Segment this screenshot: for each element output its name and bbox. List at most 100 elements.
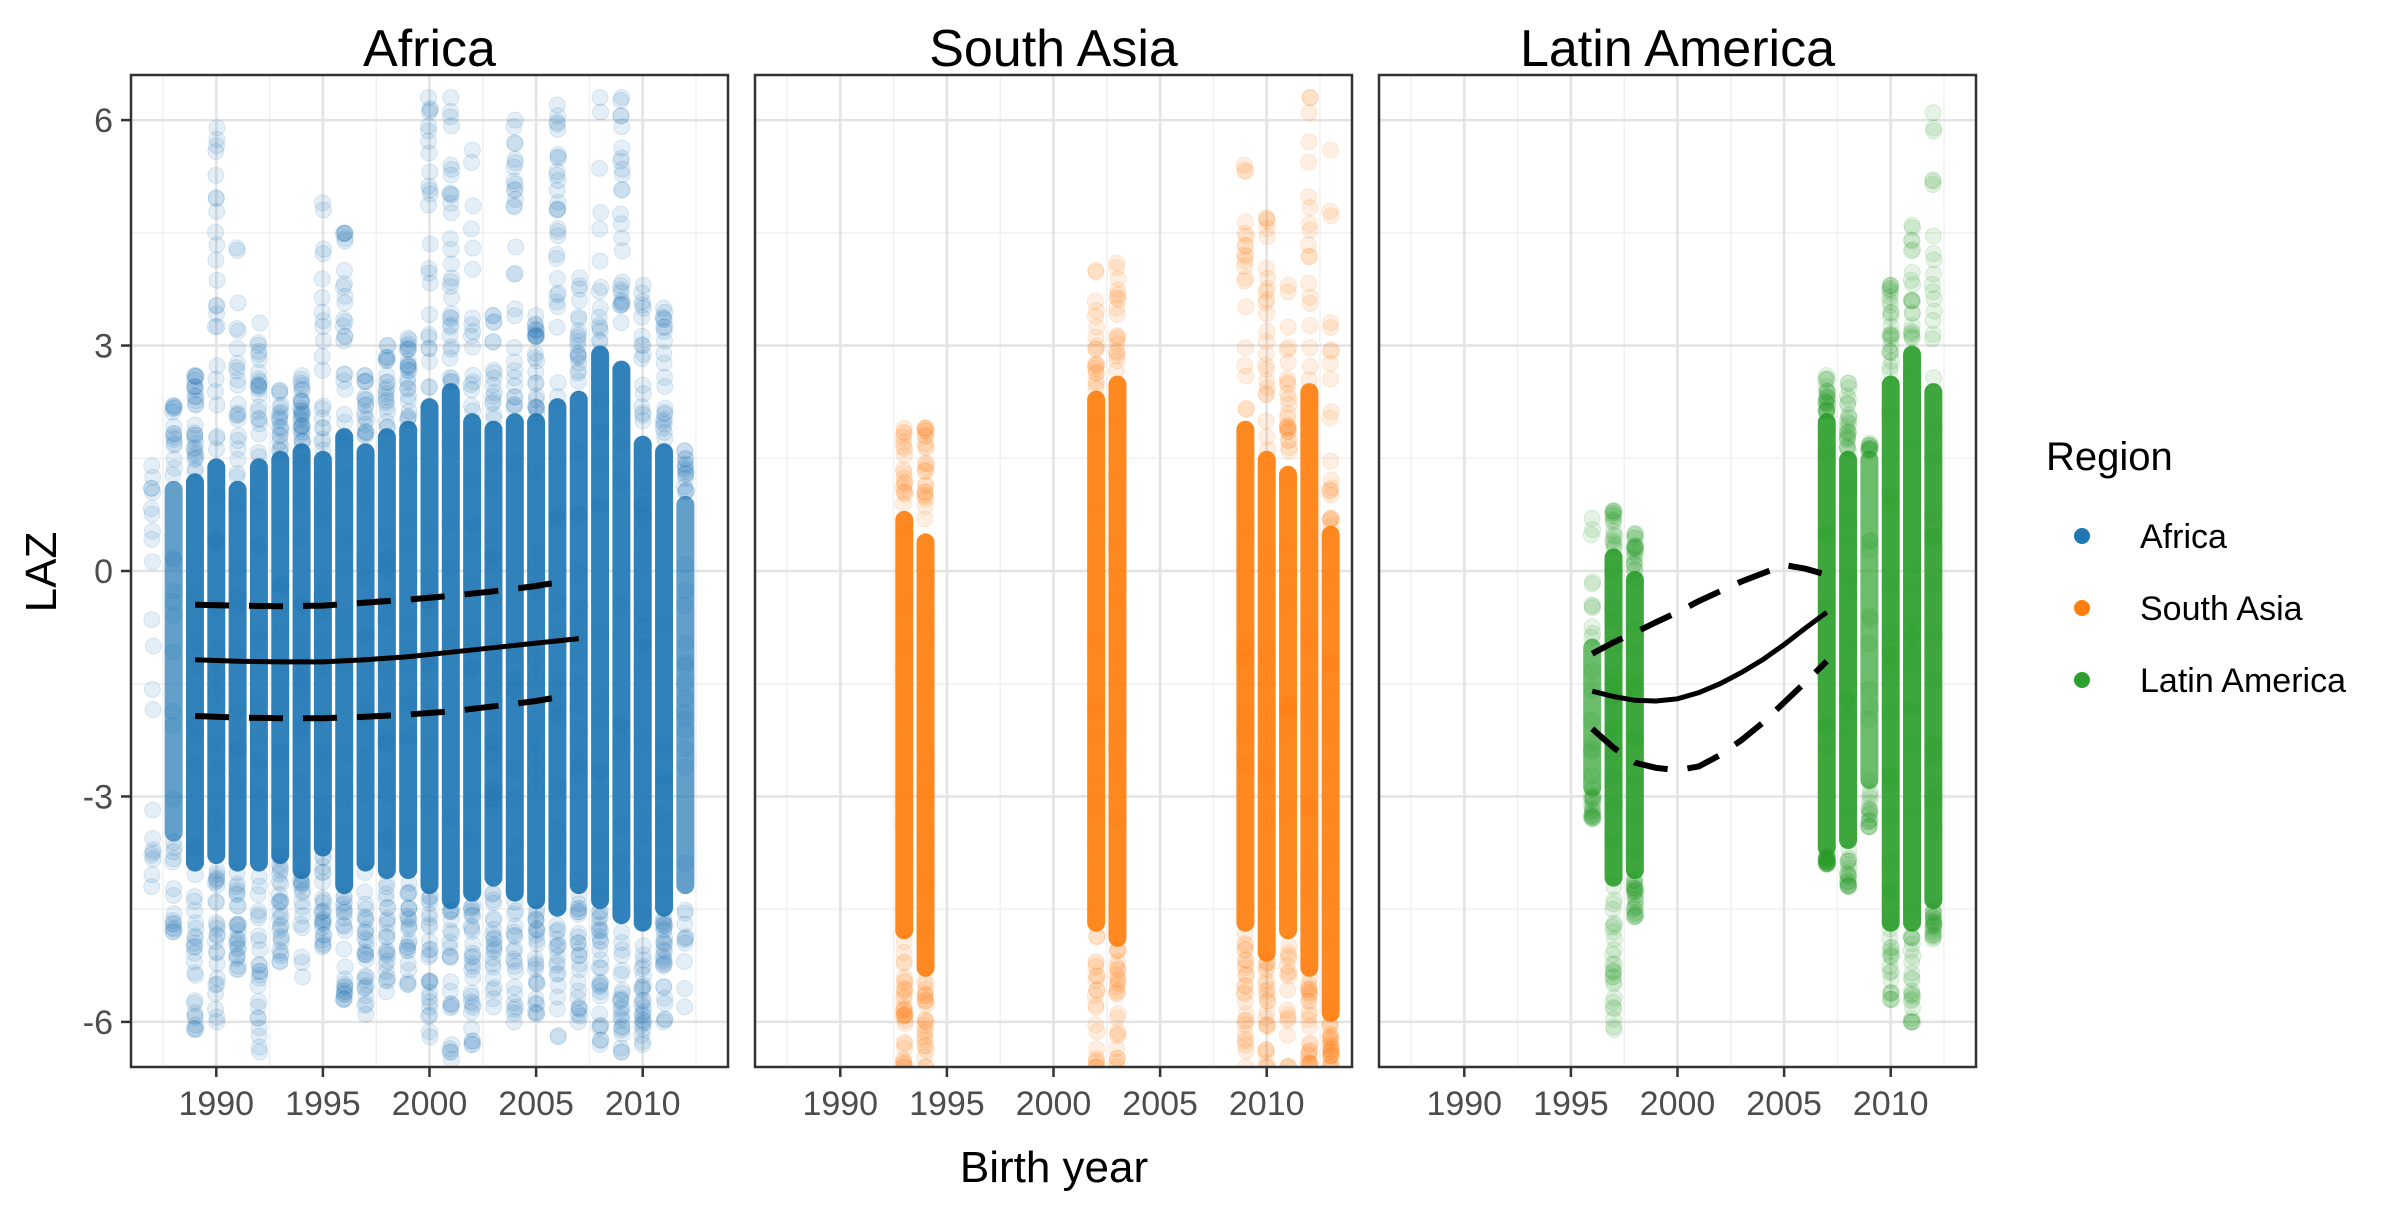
data-point xyxy=(1108,352,1126,370)
data-point xyxy=(314,467,332,485)
point-column-2013 xyxy=(1321,141,1341,1067)
data-point xyxy=(676,721,694,739)
data-point xyxy=(1605,1020,1623,1038)
data-point xyxy=(548,953,566,971)
point-cluster xyxy=(527,413,546,910)
data-point xyxy=(654,957,672,975)
data-point xyxy=(1086,837,1104,855)
data-point xyxy=(187,966,205,984)
data-point xyxy=(634,635,652,653)
data-point xyxy=(917,490,935,508)
data-point xyxy=(1838,688,1856,706)
data-point xyxy=(293,380,311,398)
x-tick-label: 2000 xyxy=(1016,1085,1092,1123)
data-point xyxy=(357,852,375,870)
data-point xyxy=(655,913,673,931)
data-point xyxy=(612,473,630,491)
data-point xyxy=(442,204,460,222)
data-point xyxy=(186,964,204,982)
data-point xyxy=(378,768,396,786)
data-point xyxy=(528,327,546,345)
data-point xyxy=(1819,852,1837,870)
data-point xyxy=(293,433,311,451)
data-point xyxy=(612,149,630,167)
data-point xyxy=(506,134,524,152)
data-point xyxy=(464,537,482,555)
data-point xyxy=(186,424,204,442)
data-point xyxy=(528,995,546,1013)
data-point xyxy=(1840,408,1858,426)
data-point xyxy=(293,874,311,892)
data-point xyxy=(1817,370,1835,388)
data-point xyxy=(548,507,566,525)
data-point xyxy=(378,349,396,367)
data-point xyxy=(1925,369,1943,387)
data-point xyxy=(378,874,396,892)
data-point xyxy=(314,796,332,814)
data-point xyxy=(1861,610,1879,628)
data-point xyxy=(251,877,269,895)
data-point xyxy=(1108,753,1126,771)
data-point xyxy=(270,441,288,459)
data-point xyxy=(633,350,651,368)
data-point xyxy=(505,197,523,215)
data-point xyxy=(335,990,353,1008)
data-point xyxy=(485,364,503,382)
data-point xyxy=(1925,744,1943,762)
data-point xyxy=(1903,304,1921,322)
data-point xyxy=(506,150,524,168)
data-point xyxy=(441,349,459,367)
data-point xyxy=(1109,972,1127,990)
data-point xyxy=(442,902,460,920)
data-point xyxy=(463,1032,481,1050)
data-point xyxy=(251,1043,269,1061)
data-point xyxy=(1626,561,1644,579)
data-point xyxy=(1924,928,1942,946)
data-point xyxy=(1860,440,1878,458)
data-point xyxy=(357,946,375,964)
data-point xyxy=(1299,1053,1317,1067)
data-point xyxy=(314,873,332,891)
data-point xyxy=(655,770,673,788)
data-point xyxy=(1860,805,1878,823)
data-point xyxy=(249,403,267,421)
data-point xyxy=(442,995,460,1013)
data-point xyxy=(186,462,204,480)
data-point xyxy=(271,382,289,400)
data-point xyxy=(441,948,459,966)
data-point xyxy=(1109,974,1127,992)
data-point xyxy=(548,270,566,288)
y-tick-label: 6 xyxy=(94,102,113,140)
data-point xyxy=(1086,292,1104,310)
point-cluster xyxy=(399,420,418,880)
data-point xyxy=(505,118,523,136)
data-point xyxy=(484,781,502,799)
data-point xyxy=(571,721,589,739)
data-point xyxy=(895,1001,913,1019)
data-point xyxy=(1300,1054,1318,1067)
data-point xyxy=(505,923,523,941)
data-point xyxy=(399,351,417,369)
data-point xyxy=(633,991,651,1009)
data-point xyxy=(506,927,524,945)
data-point xyxy=(206,874,224,892)
data-point xyxy=(1626,537,1644,555)
data-point xyxy=(313,903,331,921)
data-point xyxy=(1108,327,1126,345)
data-point xyxy=(335,405,353,423)
data-point xyxy=(377,608,395,626)
data-point xyxy=(1108,1027,1126,1045)
data-point xyxy=(314,397,332,415)
data-point xyxy=(917,915,935,933)
data-point xyxy=(592,959,610,977)
data-point xyxy=(1838,429,1856,447)
data-point xyxy=(1582,807,1600,825)
data-point xyxy=(1300,992,1318,1010)
data-point xyxy=(207,190,225,208)
data-point xyxy=(1322,486,1340,504)
data-point xyxy=(548,318,566,336)
data-point xyxy=(420,122,438,140)
data-point xyxy=(1819,855,1837,873)
data-point xyxy=(228,864,246,882)
data-point xyxy=(1257,760,1275,778)
